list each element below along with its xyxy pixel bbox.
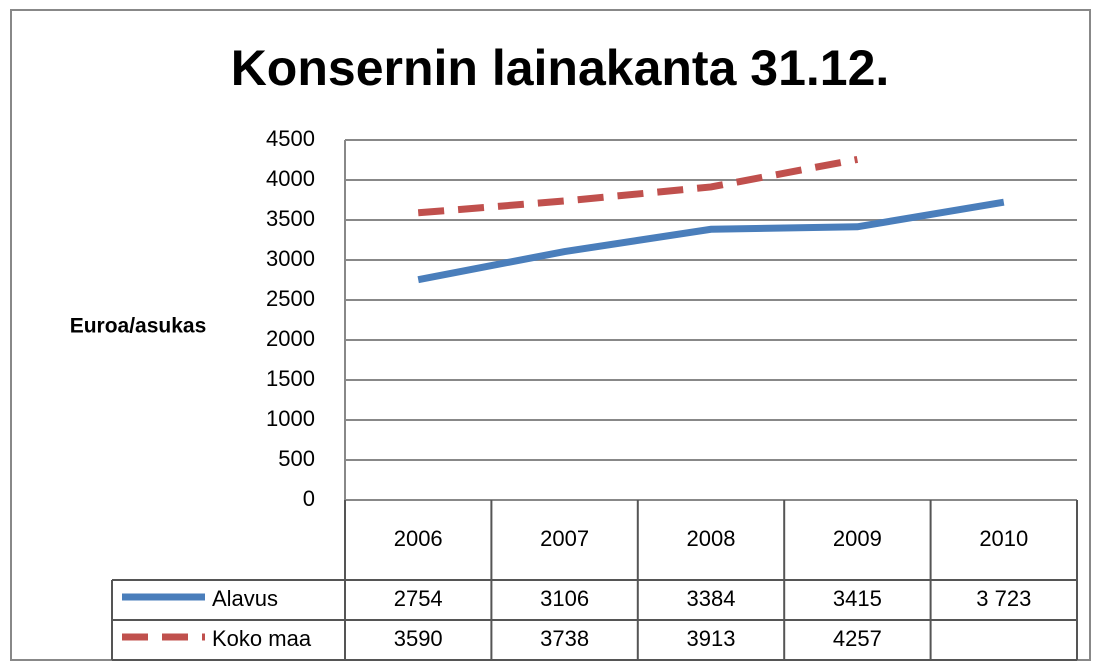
table-value: 3106 bbox=[540, 586, 589, 611]
x-tick-label: 2007 bbox=[540, 526, 589, 551]
series-line bbox=[417, 198, 1005, 284]
series-line bbox=[417, 156, 859, 217]
y-tick-label: 1500 bbox=[266, 366, 315, 391]
x-tick-label: 2006 bbox=[394, 526, 443, 551]
x-tick-label: 2008 bbox=[687, 526, 736, 551]
table-value: 3 723 bbox=[976, 586, 1031, 611]
table-value: 2754 bbox=[394, 586, 443, 611]
x-tick-label: 2009 bbox=[833, 526, 882, 551]
y-tick-label: 2500 bbox=[266, 286, 315, 311]
y-tick-label: 500 bbox=[278, 446, 315, 471]
y-tick-label: 3000 bbox=[266, 246, 315, 271]
table-value: 3415 bbox=[833, 586, 882, 611]
y-tick-label: 2000 bbox=[266, 326, 315, 351]
table-value: 3590 bbox=[394, 626, 443, 651]
table-value: 4257 bbox=[833, 626, 882, 651]
table-value: 3384 bbox=[687, 586, 736, 611]
y-axis-label: Euroa/asukas bbox=[70, 315, 207, 338]
legend-label: Alavus bbox=[212, 586, 278, 611]
table-value: 3738 bbox=[540, 626, 589, 651]
y-tick-label: 3500 bbox=[266, 206, 315, 231]
y-tick-label: 1000 bbox=[266, 406, 315, 431]
legend-label: Koko maa bbox=[212, 626, 312, 651]
chart-border bbox=[10, 9, 1091, 661]
y-tick-label: 4000 bbox=[266, 166, 315, 191]
y-tick-label: 4500 bbox=[266, 126, 315, 151]
chart-title: Konsernin lainakanta 31.12. bbox=[231, 40, 890, 96]
x-tick-label: 2010 bbox=[979, 526, 1028, 551]
table-value: 3913 bbox=[687, 626, 736, 651]
y-tick-label: 0 bbox=[303, 486, 315, 511]
